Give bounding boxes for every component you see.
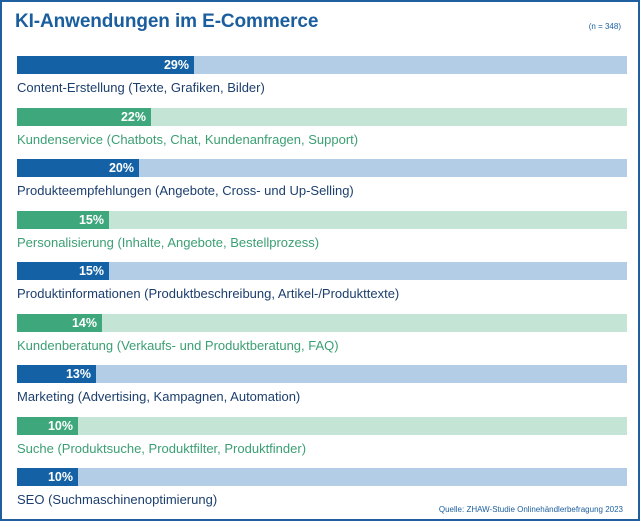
- bar-track: 29%: [17, 56, 627, 74]
- category-label: Produktinformationen (Produktbeschreibun…: [17, 286, 400, 301]
- sample-size: (n = 348): [588, 22, 621, 31]
- bar-value-label: 15%: [78, 212, 104, 227]
- bar-value-label: 14%: [71, 315, 97, 330]
- bar: 29%: [17, 56, 194, 74]
- bar-row: 15% Personalisierung (Inhalte, Angebote, …: [17, 210, 627, 263]
- bar: 22%: [17, 107, 151, 126]
- category-label: Kundenservice (Chatbots, Chat, Kundenanf…: [17, 131, 359, 147]
- bar: 10%: [17, 416, 78, 435]
- bar-track: 10%: [17, 468, 627, 486]
- chart-title: KI-Anwendungen im E-Commerce: [15, 11, 319, 32]
- bar-value-label: 20%: [108, 161, 134, 175]
- bar-value-label: 10%: [47, 470, 73, 484]
- bar: 13%: [17, 365, 96, 383]
- bar-track: 13%: [17, 365, 627, 383]
- bar-value-label: 22%: [120, 109, 146, 124]
- bar-row: 10% Suche (Produktsuche, Produktfilter, P…: [17, 416, 627, 469]
- bar-track: 10%: [17, 416, 627, 435]
- bar-track: 14%: [17, 313, 627, 332]
- category-label: Personalisierung (Inhalte, Angebote, Bes…: [17, 234, 320, 250]
- bar-value-label: 13%: [65, 367, 91, 381]
- category-label: Marketing (Advertising, Kampagnen, Autom…: [17, 389, 301, 404]
- bar: 20%: [17, 159, 139, 177]
- bar-track: 15%: [17, 262, 627, 280]
- bar: 14%: [17, 313, 102, 332]
- category-label: Produkteempfehlungen (Angebote, Cross- u…: [17, 183, 354, 198]
- bar-track: 22%: [17, 107, 627, 126]
- bar: 15%: [17, 262, 109, 280]
- bar-track: 15%: [17, 210, 627, 229]
- bar: 15%: [17, 210, 109, 229]
- bar-row: 20% Produkteempfehlungen (Angebote, Cross…: [17, 159, 627, 211]
- bar-value-label: 10%: [47, 418, 73, 433]
- bar-value-label: 29%: [163, 58, 189, 72]
- category-label: Kundenberatung (Verkaufs- und Produktber…: [17, 337, 339, 353]
- source-note: Quelle: ZHAW-Studie Onlinehändlerbefragu…: [438, 505, 623, 514]
- bar-row: 22% Kundenservice (Chatbots, Chat, Kunden…: [17, 107, 627, 160]
- bar-track: 20%: [17, 159, 627, 177]
- bar-row: 29% Content-Erstellung (Texte, Grafiken, …: [17, 56, 627, 108]
- category-label: Content-Erstellung (Texte, Grafiken, Bil…: [17, 80, 265, 95]
- bar: 10%: [17, 468, 78, 486]
- category-label: SEO (Suchmaschinenoptimierung): [17, 492, 218, 507]
- bar-row: 13% Marketing (Advertising, Kampagnen, Au…: [17, 365, 627, 417]
- bar-value-label: 15%: [78, 264, 104, 278]
- bar-list: 29% Content-Erstellung (Texte, Grafiken, …: [17, 56, 627, 520]
- bar-row: 15% Produktinformationen (Produktbeschrei…: [17, 262, 627, 314]
- category-label: Suche (Produktsuche, Produktfilter, Prod…: [17, 440, 307, 456]
- bar-row: 14% Kundenberatung (Verkaufs- und Produkt…: [17, 313, 627, 366]
- bar-row: 10% SEO (Suchmaschinenoptimierung): [17, 468, 627, 520]
